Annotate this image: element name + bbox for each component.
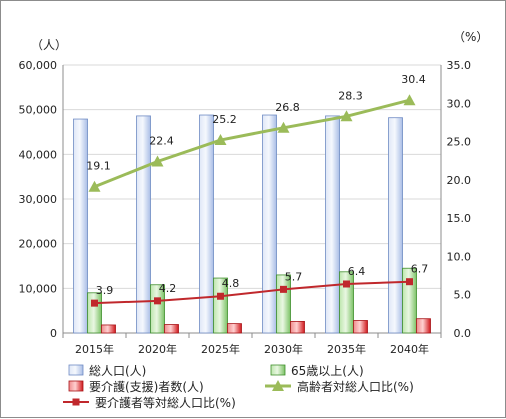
legend-label: 要介護(支援)者数(人) [89,379,204,394]
data-point [154,297,161,305]
legend-label: 高齢者対総人口比(%) [297,379,414,394]
x-tick-label: 2015年 [75,342,114,356]
bar [164,324,179,334]
y-right-unit: （%） [453,30,488,44]
legend-label: 要介護者等対総人口比(%) [95,395,236,410]
data-label: 3.9 [96,284,114,297]
bar [199,114,214,334]
data-point [151,155,164,167]
data-point [280,285,287,293]
y-left-tick-label: 30,000 [19,193,58,206]
y-right-tick-label: 30.0 [447,97,472,110]
y-right-tick-label: 20.0 [447,174,472,187]
data-point [343,280,350,288]
data-label: 28.3 [338,89,363,102]
data-point [403,94,416,106]
data-label: 26.8 [275,101,300,114]
bar [150,284,165,334]
bar [290,320,305,334]
data-label: 4.2 [159,282,177,295]
bar [402,267,417,334]
bar [262,114,277,334]
x-tick-label: 2040年 [390,342,429,356]
y-right-tick-label: 35.0 [447,59,472,72]
legend-swatch [68,364,84,376]
bar [276,274,291,334]
legend: 総人口(人) 65歳以上(人) 要介護(支援)者数(人) 高齢者対総人口比(%) 要介護… [63,364,414,410]
x-tick-label: 2035年 [327,342,366,356]
data-label: 30.4 [401,73,426,86]
bar [213,277,228,334]
legend-label: 65歳以上(人) [291,364,364,378]
y-left-unit: （人） [31,38,67,52]
y-left-tick-label: 60,000 [19,59,58,72]
legend-swatch [68,380,84,392]
y-left-tick-label: 40,000 [19,148,58,161]
data-point [214,134,227,146]
y-right-tick-label: 0.0 [454,327,472,340]
bar [388,117,403,334]
plot-area: 0 10,000 20,000 30,000 40,000 50,000 60,000 0.0… [19,59,472,356]
bar [416,318,431,334]
y-left-tick-label: 10,000 [19,282,58,295]
data-point [277,121,290,133]
data-label: 6.7 [411,263,429,276]
bar [136,115,151,334]
bar [101,324,116,334]
bar [87,292,102,334]
y-right-tick-label: 10.0 [447,250,472,263]
bar [73,118,88,334]
x-tick-label: 2025年 [201,342,240,356]
data-label: 19.1 [86,160,111,173]
data-label: 22.4 [149,134,174,147]
legend-marker [272,380,284,391]
y-left-tick-label: 20,000 [19,238,58,251]
data-point [217,292,224,300]
y-left-tick-label: 50,000 [19,104,58,117]
series-line [93,98,410,189]
bar [353,320,368,334]
y-left-tick-label: 0 [50,327,57,340]
data-point [340,110,353,122]
bar [227,323,242,334]
bar [325,115,340,334]
data-point [406,278,413,286]
series-line [94,280,410,305]
legend-label: 総人口(人) [89,364,146,378]
y-right-tick-label: 25.0 [447,136,472,149]
y-right-tick-label: 15.0 [447,212,472,225]
data-point [88,180,101,192]
data-label: 25.2 [212,113,237,126]
data-label: 4.8 [222,277,240,290]
x-tick-label: 2030年 [264,342,303,356]
x-tick-label: 2020年 [138,342,177,356]
legend-marker [72,398,80,406]
legend-swatch [270,364,286,376]
data-point [91,299,98,307]
y-right-tick-label: 5.0 [454,289,472,302]
data-label: 6.4 [348,265,366,278]
data-label: 5.7 [285,270,303,283]
